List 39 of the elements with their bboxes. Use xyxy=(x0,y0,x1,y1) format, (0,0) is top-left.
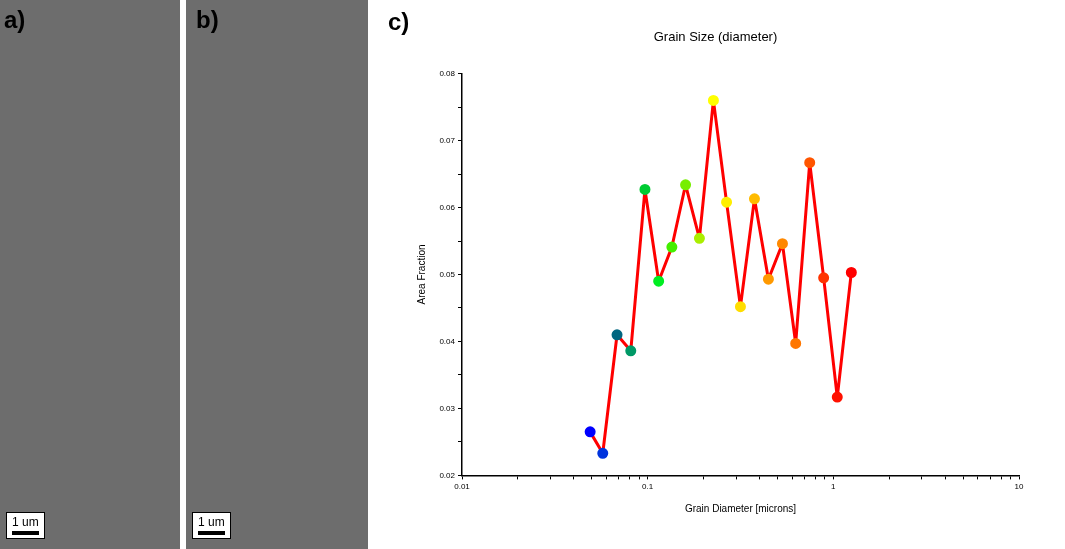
point xyxy=(845,266,857,278)
x-tick-label: 10 xyxy=(1014,482,1024,492)
point xyxy=(611,329,623,341)
point xyxy=(790,337,802,349)
y-tick-label: 0.02 xyxy=(439,470,456,480)
y-tick-label: 0.04 xyxy=(439,336,456,346)
x-tick-label: 1 xyxy=(831,482,837,492)
point xyxy=(734,301,746,313)
point xyxy=(748,193,760,205)
point xyxy=(721,196,733,208)
scale-bar: 1 um xyxy=(192,512,231,539)
point xyxy=(831,391,843,403)
point xyxy=(666,241,678,253)
point xyxy=(625,345,637,357)
point xyxy=(693,232,705,244)
x-tick-label: 0.01 xyxy=(454,482,471,492)
point xyxy=(680,179,692,191)
text: a) xyxy=(4,6,26,33)
text: b) xyxy=(196,6,219,33)
x-axis-title: Grain Diameter [microns] xyxy=(684,502,797,514)
chart-title: Grain Size (diameter) xyxy=(653,29,778,45)
point xyxy=(653,275,665,287)
point xyxy=(804,157,816,169)
y-tick-label: 0.06 xyxy=(439,202,456,212)
point xyxy=(818,272,830,284)
point xyxy=(776,238,788,250)
x-tick-label: 0.1 xyxy=(642,482,654,492)
y-tick-label: 0.08 xyxy=(439,68,456,78)
y-tick-label: 0.05 xyxy=(439,269,456,279)
y-tick-label: 0.07 xyxy=(439,135,456,145)
point xyxy=(762,273,774,285)
point xyxy=(707,94,719,106)
point xyxy=(584,426,596,438)
text: c) xyxy=(388,8,410,35)
y-axis-title: Area Fraction xyxy=(415,244,427,305)
point xyxy=(597,447,609,459)
scale-bar: 1 um xyxy=(6,512,45,539)
y-tick-label: 0.03 xyxy=(439,403,456,413)
point xyxy=(639,183,651,195)
